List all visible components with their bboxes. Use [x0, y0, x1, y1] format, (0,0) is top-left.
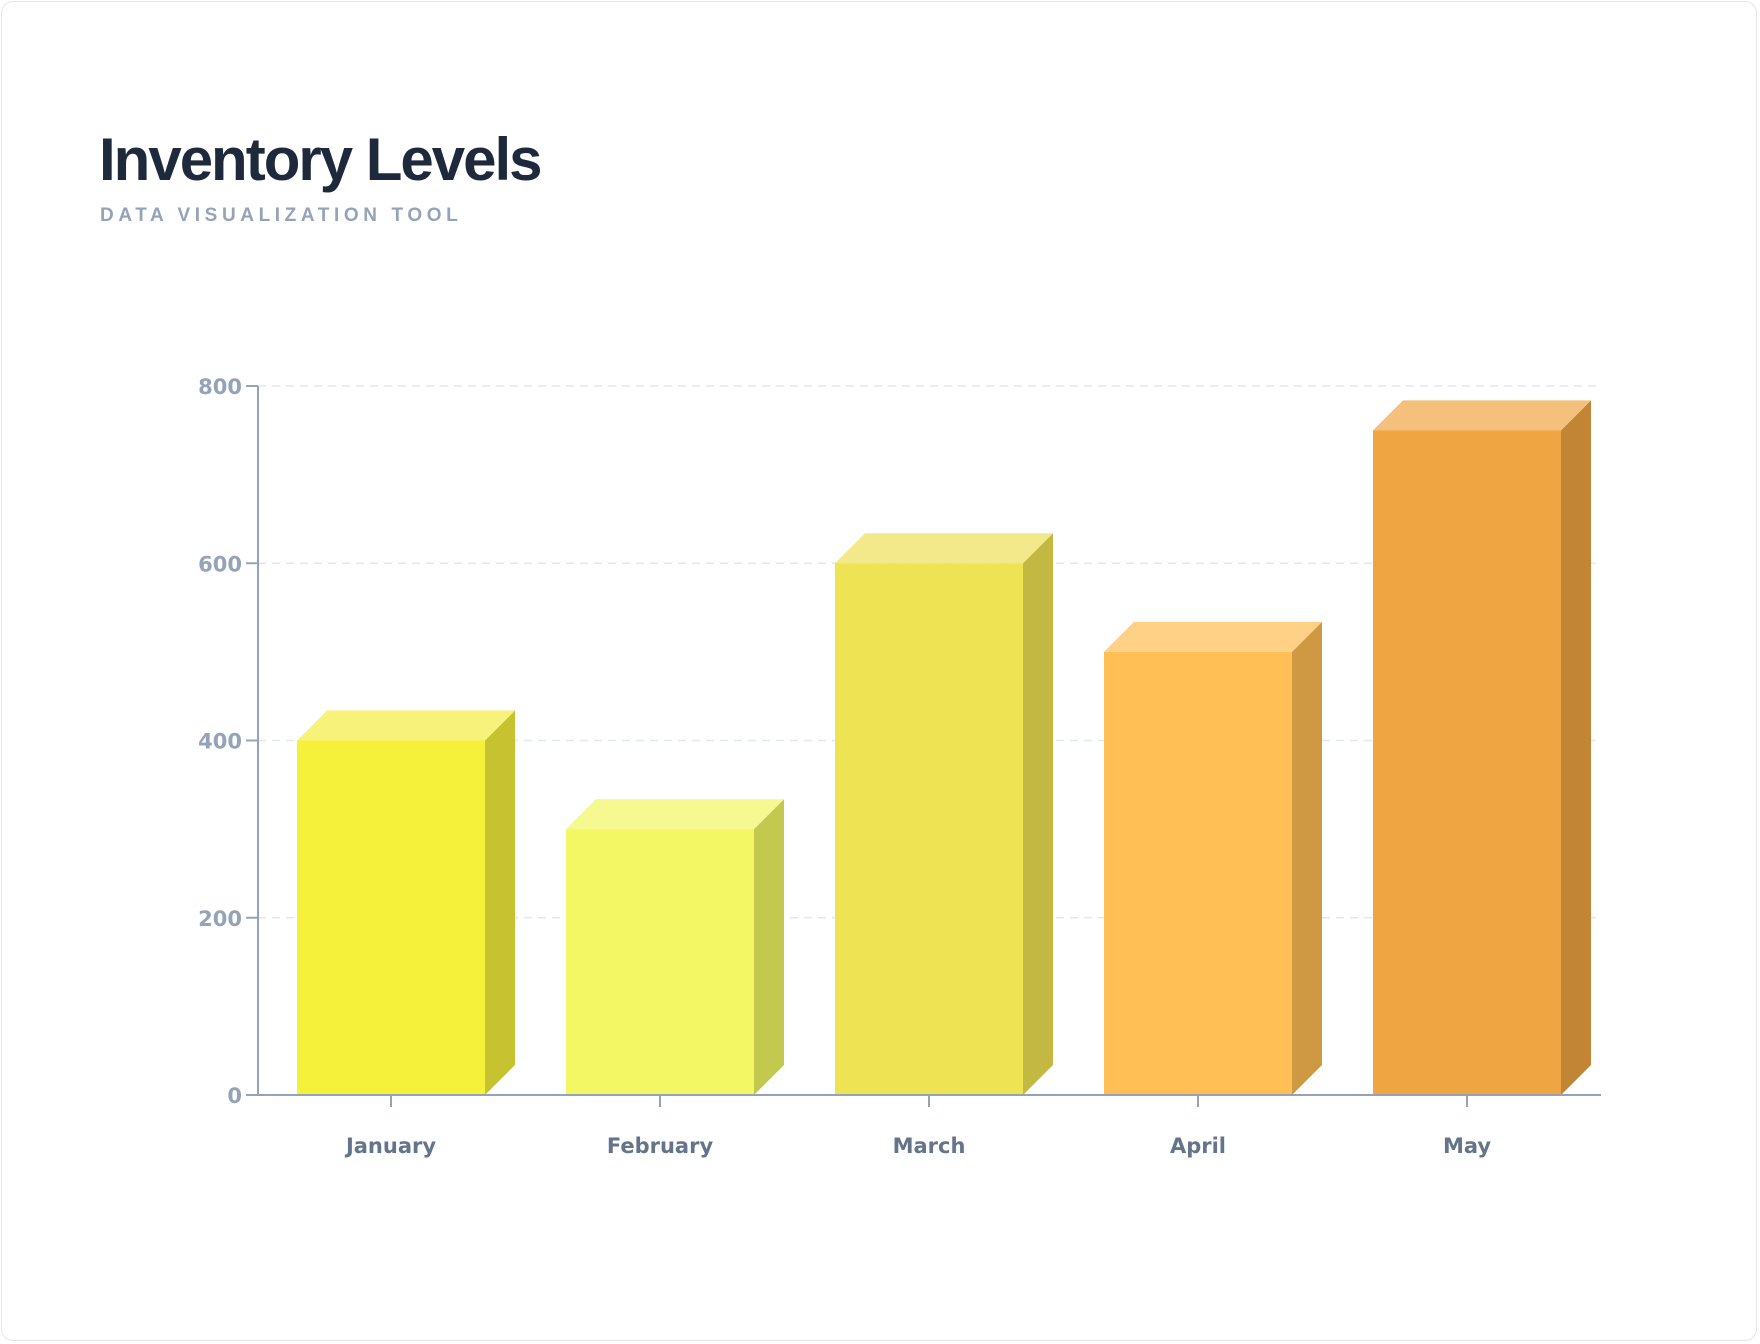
bar-february[interactable]: [566, 799, 784, 1095]
x-tick-label: March: [893, 1134, 966, 1158]
bar-top-face: [835, 533, 1053, 564]
x-axis-ticks: January February March April May: [344, 1095, 1491, 1158]
bar-top-face: [297, 710, 515, 741]
bar-side-face: [1292, 621, 1322, 1095]
x-tick-label: January: [344, 1134, 436, 1158]
y-tick-label: 400: [198, 730, 242, 754]
bar-side-face: [1561, 400, 1591, 1095]
bar-march[interactable]: [835, 533, 1053, 1095]
y-tick-label: 200: [198, 907, 242, 931]
y-tick-label: 600: [198, 552, 242, 576]
bar-top-face: [1104, 621, 1322, 652]
bar-side-face: [485, 710, 515, 1095]
x-tick-label: February: [607, 1134, 714, 1158]
bar-top-face: [1373, 400, 1591, 431]
bar-may[interactable]: [1373, 400, 1591, 1095]
bar-front-face: [297, 740, 485, 1095]
bar-top-face: [566, 799, 784, 830]
bars: [297, 400, 1591, 1095]
bar-front-face: [1373, 430, 1561, 1095]
bar-front-face: [1104, 651, 1292, 1095]
x-tick-label: April: [1170, 1134, 1226, 1158]
bar-front-face: [566, 829, 754, 1095]
bar-january[interactable]: [297, 710, 515, 1096]
bar-side-face: [754, 799, 784, 1095]
y-tick-label: 0: [227, 1084, 242, 1108]
bar-side-face: [1023, 533, 1053, 1095]
x-tick-label: May: [1443, 1134, 1491, 1158]
page-title: Inventory Levels: [99, 126, 543, 193]
y-axis-ticks: 0 200 400 600 800: [198, 375, 258, 1108]
bar-april[interactable]: [1104, 621, 1322, 1095]
y-tick-label: 800: [198, 375, 242, 399]
bar-front-face: [835, 563, 1023, 1095]
page-subtitle: DATA VISUALIZATION TOOL: [100, 205, 463, 226]
